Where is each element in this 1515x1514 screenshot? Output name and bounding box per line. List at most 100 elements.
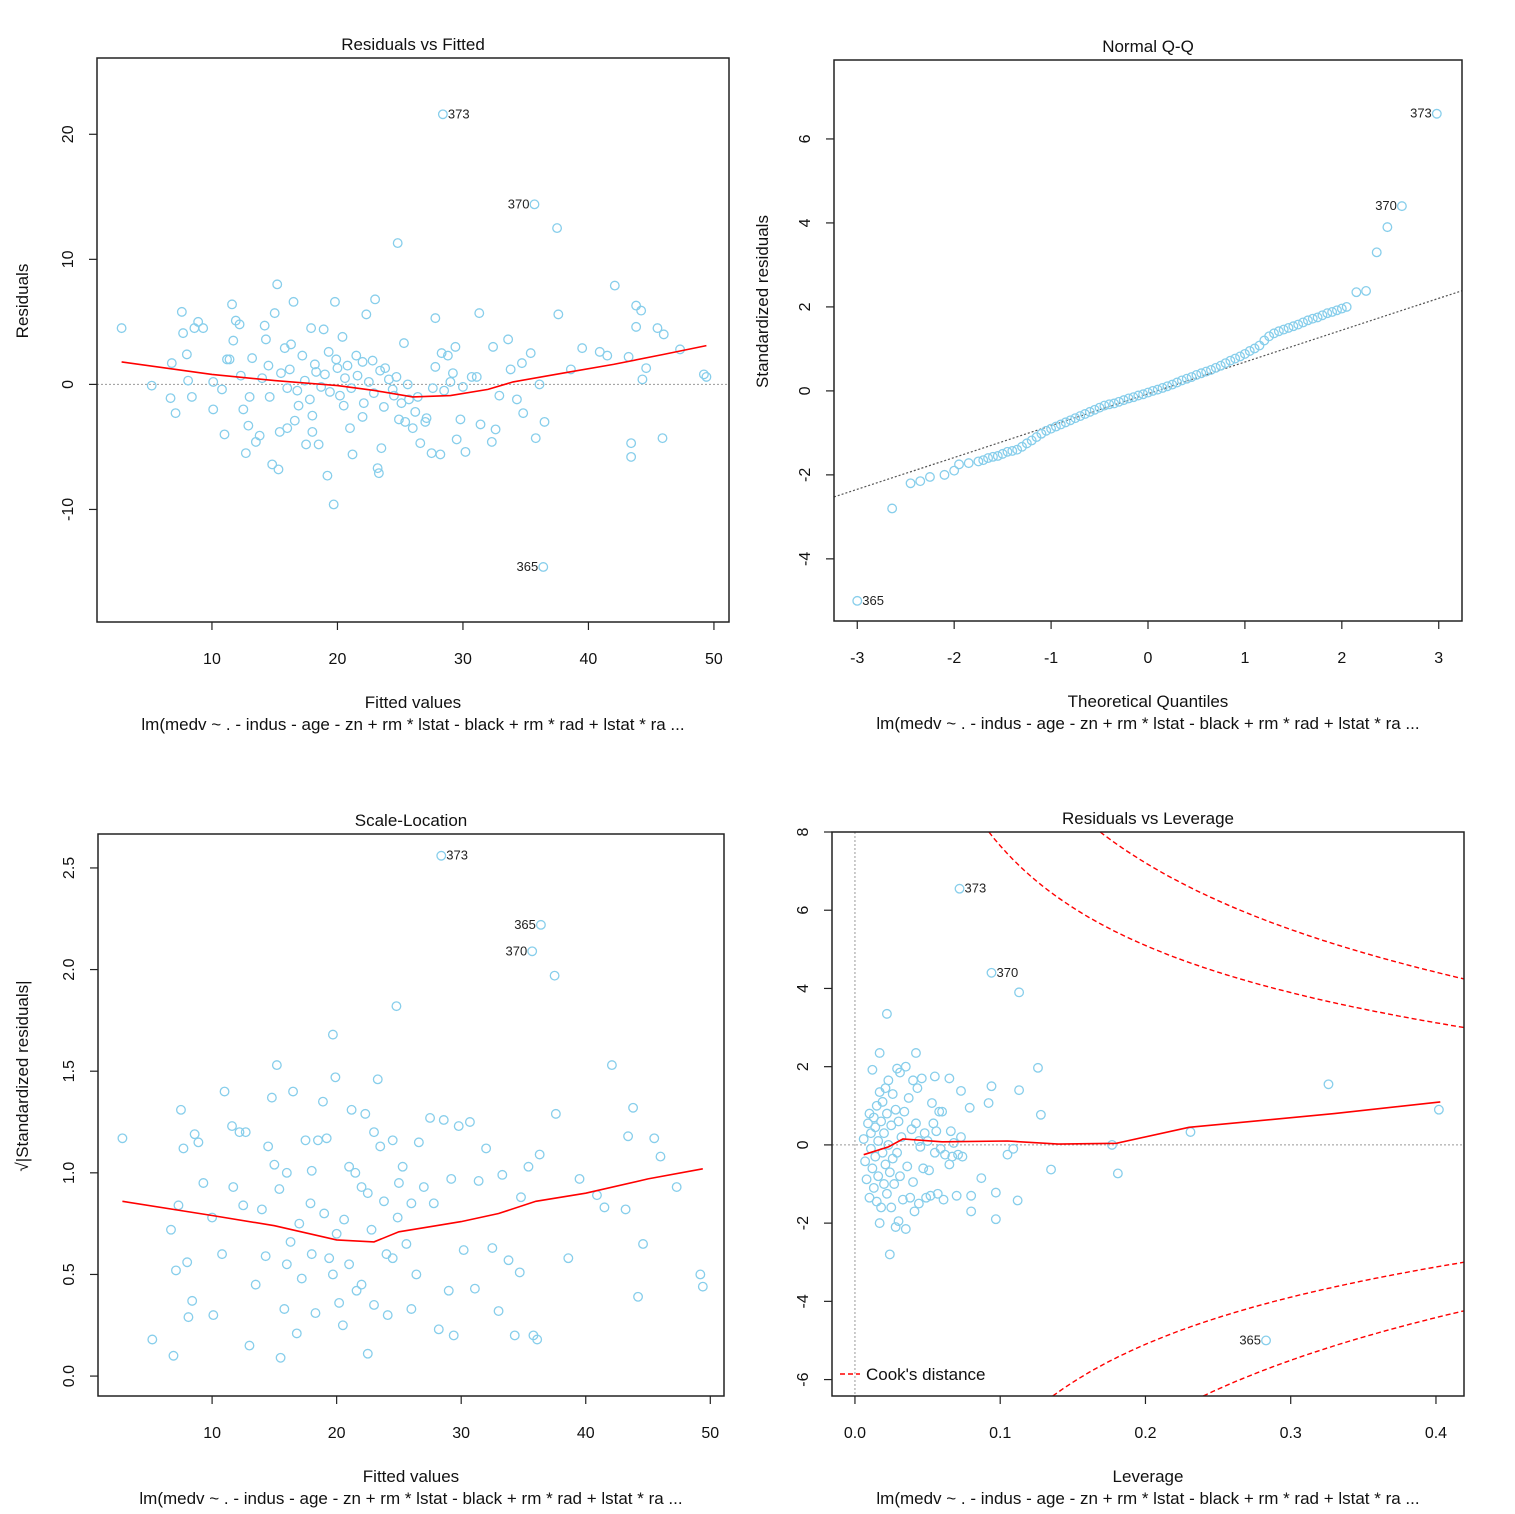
data-point <box>534 379 545 390</box>
outlier-label: 365 <box>862 593 884 608</box>
data-point <box>658 329 669 340</box>
data-point <box>523 1161 534 1172</box>
outlier-point <box>1261 1335 1271 1346</box>
chart-subtitle: lm(medv ~ . - indus - age - zn + rm * ls… <box>139 1489 682 1508</box>
data-point <box>890 1222 901 1232</box>
data-point <box>532 1334 543 1345</box>
data-point <box>328 499 339 510</box>
data-point <box>1002 1149 1013 1160</box>
data-point <box>411 1269 422 1280</box>
data-point <box>438 1115 449 1125</box>
data-point <box>1112 1168 1123 1179</box>
data-point <box>550 1108 561 1119</box>
data-point <box>486 436 497 447</box>
data-point <box>337 331 348 342</box>
data-point <box>631 321 642 332</box>
data-point <box>870 1122 881 1133</box>
legend-cooks-label: Cook's distance <box>866 1365 985 1384</box>
data-point <box>563 1253 574 1264</box>
data-point <box>636 305 647 316</box>
data-point <box>335 390 345 401</box>
data-point <box>263 360 274 371</box>
data-point <box>357 356 368 367</box>
y-tick-label: 0.5 <box>61 1263 78 1285</box>
y-tick-label: 2 <box>795 1062 812 1071</box>
data-point <box>415 438 426 449</box>
y-tick-label: 2 <box>797 302 814 311</box>
data-point <box>428 1198 439 1209</box>
data-point <box>633 1291 644 1302</box>
y-tick-label: -10 <box>60 498 77 521</box>
data-point <box>649 1133 660 1144</box>
data-point <box>1050 421 1061 432</box>
data-point <box>357 411 368 422</box>
data-point <box>378 401 389 412</box>
data-point <box>224 354 235 365</box>
data-point <box>219 1086 230 1097</box>
data-point <box>176 1104 186 1115</box>
data-point <box>1046 423 1057 434</box>
x-tick-label: 2 <box>1337 650 1346 667</box>
data-point <box>274 1184 285 1195</box>
data-point <box>1176 375 1187 386</box>
data-point <box>623 1131 634 1142</box>
data-point <box>309 359 320 370</box>
data-point <box>964 1102 975 1113</box>
data-point <box>539 416 550 427</box>
data-point <box>473 1176 484 1186</box>
chart-title: Residuals vs Fitted <box>341 35 485 54</box>
data-point <box>925 1190 936 1201</box>
data-point <box>407 423 418 434</box>
data-point <box>1036 428 1047 439</box>
outlier-label: 373 <box>965 881 987 896</box>
data-point <box>488 341 499 352</box>
data-point <box>877 1096 888 1107</box>
data-point <box>1123 393 1134 404</box>
x-axis-label: Leverage <box>1113 1467 1184 1486</box>
data-point <box>297 350 308 361</box>
data-point <box>282 383 293 394</box>
data-point <box>514 1267 525 1278</box>
cooks-distance-contour <box>988 832 1464 1029</box>
data-point <box>347 449 358 460</box>
data-point <box>574 1173 585 1184</box>
data-point <box>599 1202 610 1213</box>
data-point <box>228 335 239 346</box>
data-point <box>217 1249 228 1260</box>
data-point <box>525 348 536 359</box>
data-point <box>887 1153 898 1164</box>
data-point <box>219 429 230 440</box>
data-point <box>344 1259 355 1270</box>
outlier-point <box>1396 201 1407 212</box>
data-point <box>288 1086 298 1097</box>
data-point <box>1033 1062 1043 1073</box>
data-point <box>430 361 441 372</box>
y-tick-label: 0 <box>797 386 814 395</box>
x-tick-label: 0.2 <box>1134 1425 1156 1442</box>
data-point <box>450 341 461 352</box>
data-point <box>198 323 209 334</box>
data-point <box>306 1165 317 1176</box>
y-tick-label: 10 <box>60 250 77 268</box>
y-axis-label: Standardized residuals <box>753 215 772 388</box>
outlier-label: 365 <box>1239 1332 1261 1347</box>
x-tick-label: 1 <box>1240 650 1249 667</box>
data-point <box>697 1281 708 1292</box>
data-point <box>1070 413 1081 424</box>
data-point <box>413 1137 424 1148</box>
data-point <box>310 1308 321 1319</box>
cooks-distance-contour <box>1052 1261 1464 1396</box>
data-point <box>279 343 290 354</box>
x-tick-label: 0.0 <box>844 1425 866 1442</box>
data-point <box>375 365 386 376</box>
data-point <box>945 1126 956 1137</box>
x-tick-label: 10 <box>203 1425 221 1442</box>
data-point <box>606 1060 617 1071</box>
data-point <box>217 384 227 395</box>
data-point <box>940 1149 950 1160</box>
data-point <box>997 448 1008 459</box>
x-tick-label: 0.3 <box>1280 1425 1302 1442</box>
y-tick-label: 20 <box>60 125 77 143</box>
outlier-point <box>852 595 863 606</box>
data-point <box>883 1075 894 1086</box>
